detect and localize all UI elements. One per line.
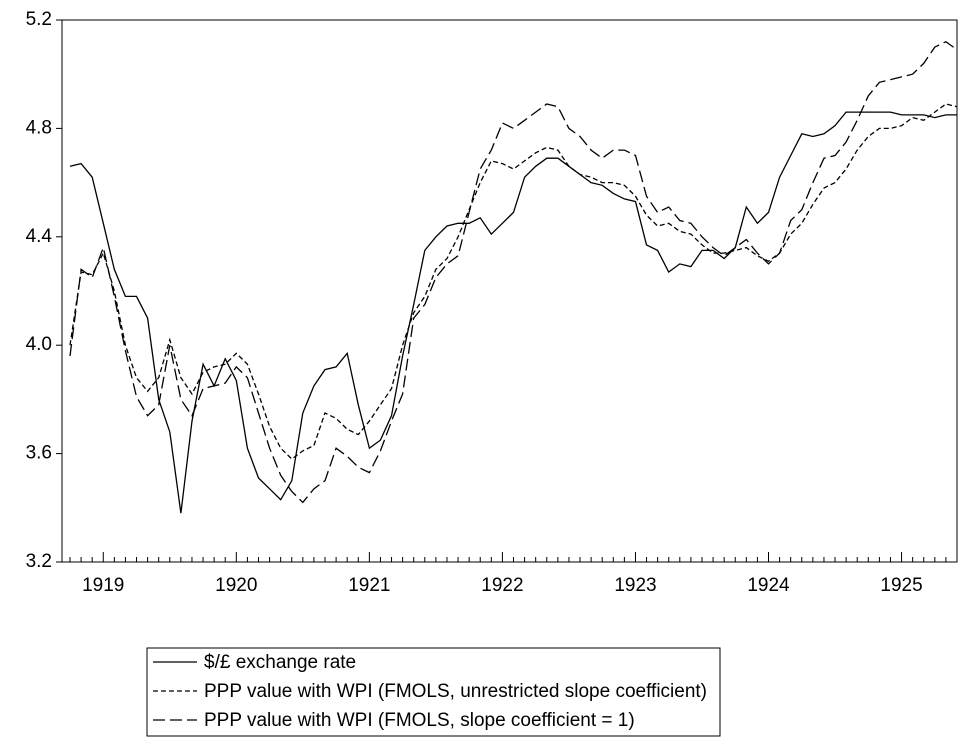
y-tick-label: 3.2 xyxy=(26,551,52,572)
x-tick-label: 1921 xyxy=(348,575,390,596)
y-tick-label: 4.8 xyxy=(26,117,52,138)
series-line xyxy=(69,111,957,514)
x-tick-label: 1924 xyxy=(747,575,790,596)
x-tick-label: 1919 xyxy=(82,575,124,596)
legend-label: PPP value with WPI (FMOLS, unrestricted … xyxy=(204,681,707,702)
series-line xyxy=(69,103,958,460)
y-tick-label: 4.4 xyxy=(26,226,53,247)
y-tick-label: 4.0 xyxy=(26,334,52,355)
plot-frame xyxy=(61,19,958,563)
y-tick-label: 5.2 xyxy=(26,9,52,30)
series-line xyxy=(69,40,958,504)
y-tick-label: 3.6 xyxy=(26,443,52,464)
legend-box xyxy=(146,647,721,737)
x-tick-label: 1920 xyxy=(215,575,257,596)
x-tick-label: 1923 xyxy=(614,575,656,596)
x-tick-label: 1922 xyxy=(481,575,523,596)
x-tick-label: 1925 xyxy=(880,575,922,596)
legend-label: PPP value with WPI (FMOLS, slope coeffic… xyxy=(204,710,635,731)
legend-label: $/£ exchange rate xyxy=(204,652,356,673)
